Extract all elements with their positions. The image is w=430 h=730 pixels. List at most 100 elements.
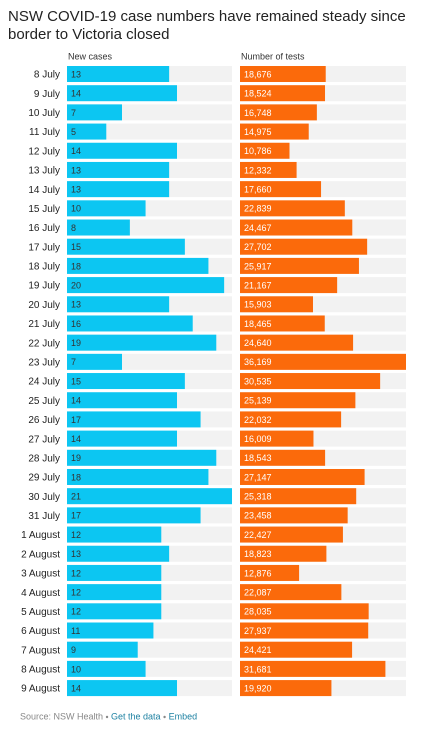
value-label: 22,087 [244, 588, 272, 598]
value-label: 16,748 [244, 108, 272, 118]
bar [240, 334, 354, 351]
value-label: 10 [71, 664, 81, 674]
row-label: 13 July [28, 166, 60, 177]
bar [240, 392, 356, 409]
bar [67, 584, 162, 601]
bar [67, 526, 162, 543]
link[interactable]: Get the data [111, 711, 161, 721]
value-label: 10 [71, 204, 81, 214]
value-label: 12 [71, 530, 81, 540]
bar [67, 468, 209, 485]
value-label: 11 [71, 626, 80, 636]
row-label: 10 July [28, 108, 60, 119]
value-label: 5 [71, 127, 76, 137]
bar [240, 660, 386, 677]
bar [67, 277, 225, 294]
bar-background [67, 123, 232, 140]
bar [240, 219, 353, 236]
bar [240, 507, 348, 524]
row-label: 14 July [28, 185, 60, 196]
source: Source: NSW Health [20, 711, 103, 721]
row-label: 12 July [28, 146, 60, 157]
value-label: 36,169 [244, 357, 272, 367]
value-label: 28,035 [244, 607, 272, 617]
bar [67, 564, 162, 581]
value-label: 19 [71, 453, 81, 463]
link[interactable]: Embed [169, 711, 198, 721]
bar [67, 85, 177, 102]
value-label: 30,535 [244, 376, 272, 386]
row-label: 30 July [28, 492, 60, 503]
value-label: 22,032 [244, 415, 272, 425]
bar [67, 257, 209, 274]
value-label: 13 [71, 549, 81, 559]
value-label: 19 [71, 338, 81, 348]
bar [240, 200, 345, 217]
row-label: 19 July [28, 281, 60, 292]
value-label: 14 [71, 89, 81, 99]
bar [67, 219, 130, 236]
bar [67, 238, 185, 255]
row-label: 11 July [29, 127, 60, 138]
row-label: 28 July [28, 453, 60, 464]
value-label: 14,975 [244, 127, 272, 137]
bar [240, 488, 357, 505]
value-label: 12,332 [244, 165, 272, 175]
row-label: 26 July [28, 415, 60, 426]
value-label: 16 [71, 319, 81, 329]
separator [105, 715, 109, 719]
row-label: 6 August [21, 626, 60, 637]
value-label: 20 [71, 280, 81, 290]
value-label: 27,937 [244, 626, 272, 636]
bar [240, 66, 326, 82]
value-label: 27,147 [244, 472, 272, 482]
bar [240, 411, 342, 428]
bar [240, 296, 313, 313]
row-label: 4 August [21, 588, 60, 599]
bar [67, 660, 146, 677]
bar [240, 238, 368, 255]
row-label: 21 July [28, 319, 60, 330]
bar [240, 622, 369, 639]
row-label: 25 July [28, 396, 60, 407]
row-label: 24 July [28, 377, 60, 388]
bar [240, 123, 309, 140]
row-label: 7 August [21, 645, 60, 656]
row-label: 22 July [28, 338, 60, 349]
value-label: 24,421 [244, 645, 272, 655]
bar [67, 353, 122, 370]
row-label: 16 July [28, 223, 60, 234]
value-label: 18,823 [244, 549, 272, 559]
row-label: 17 July [28, 242, 60, 253]
value-label: 13 [71, 69, 81, 79]
value-label: 25,139 [244, 396, 272, 406]
value-label: 13 [71, 300, 81, 310]
bar [240, 526, 343, 543]
value-label: 25,318 [244, 492, 272, 502]
value-label: 14 [71, 683, 81, 693]
value-label: 13 [71, 165, 81, 175]
value-label: 18,676 [244, 69, 272, 79]
value-label: 19,920 [244, 683, 272, 693]
bar [67, 430, 177, 447]
value-label: 12 [71, 588, 81, 598]
value-label: 24,640 [244, 338, 272, 348]
bar [240, 373, 381, 390]
bar [67, 123, 107, 140]
value-label: 15 [71, 376, 81, 386]
bar [67, 296, 170, 313]
bar [67, 641, 138, 658]
bar [240, 430, 314, 447]
row-label: 5 August [21, 607, 60, 618]
row-label: 29 July [28, 473, 60, 484]
column-header: Number of tests [241, 51, 305, 61]
bar [67, 181, 170, 198]
bar [67, 200, 146, 217]
bar [240, 277, 338, 294]
bar [67, 449, 217, 466]
bar [240, 641, 353, 658]
bar [240, 603, 369, 620]
row-label: 31 July [28, 511, 60, 522]
value-label: 21,167 [244, 280, 272, 290]
